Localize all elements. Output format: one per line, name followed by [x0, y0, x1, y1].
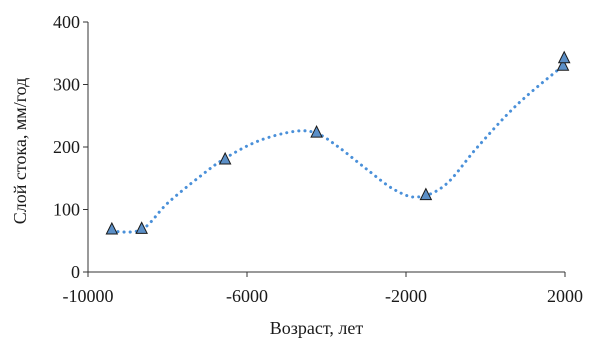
y-axis-title: Слой стока, мм/год	[10, 78, 30, 225]
data-point-triangle	[105, 221, 119, 235]
y-tick-label: 400	[53, 12, 80, 32]
trendline	[110, 64, 565, 234]
data-point-triangle	[310, 125, 323, 138]
axes-layer	[83, 21, 566, 277]
data-point-triangle	[419, 187, 433, 201]
data-point-triangle	[556, 58, 570, 71]
data-point-triangle	[557, 50, 571, 64]
x-tick-label: 2000	[547, 286, 583, 306]
y-tick-label: 0	[71, 262, 80, 282]
y-tick-label: 200	[53, 137, 80, 157]
data-point-triangle	[218, 151, 232, 165]
labels-layer: 0 100 200 300 400 -10000 -6000 -2000 2000	[53, 12, 583, 306]
x-tick-label: -6000	[226, 286, 268, 306]
x-tick-label: -2000	[385, 286, 427, 306]
data-point-triangle	[135, 221, 148, 234]
x-tick-label: -10000	[63, 286, 114, 306]
y-tick-label: 100	[53, 200, 80, 220]
trendline-layer	[110, 64, 565, 234]
y-tick-label: 300	[53, 75, 80, 95]
points-layer	[105, 50, 571, 235]
x-axis-title: Возраст, лет	[270, 318, 364, 338]
